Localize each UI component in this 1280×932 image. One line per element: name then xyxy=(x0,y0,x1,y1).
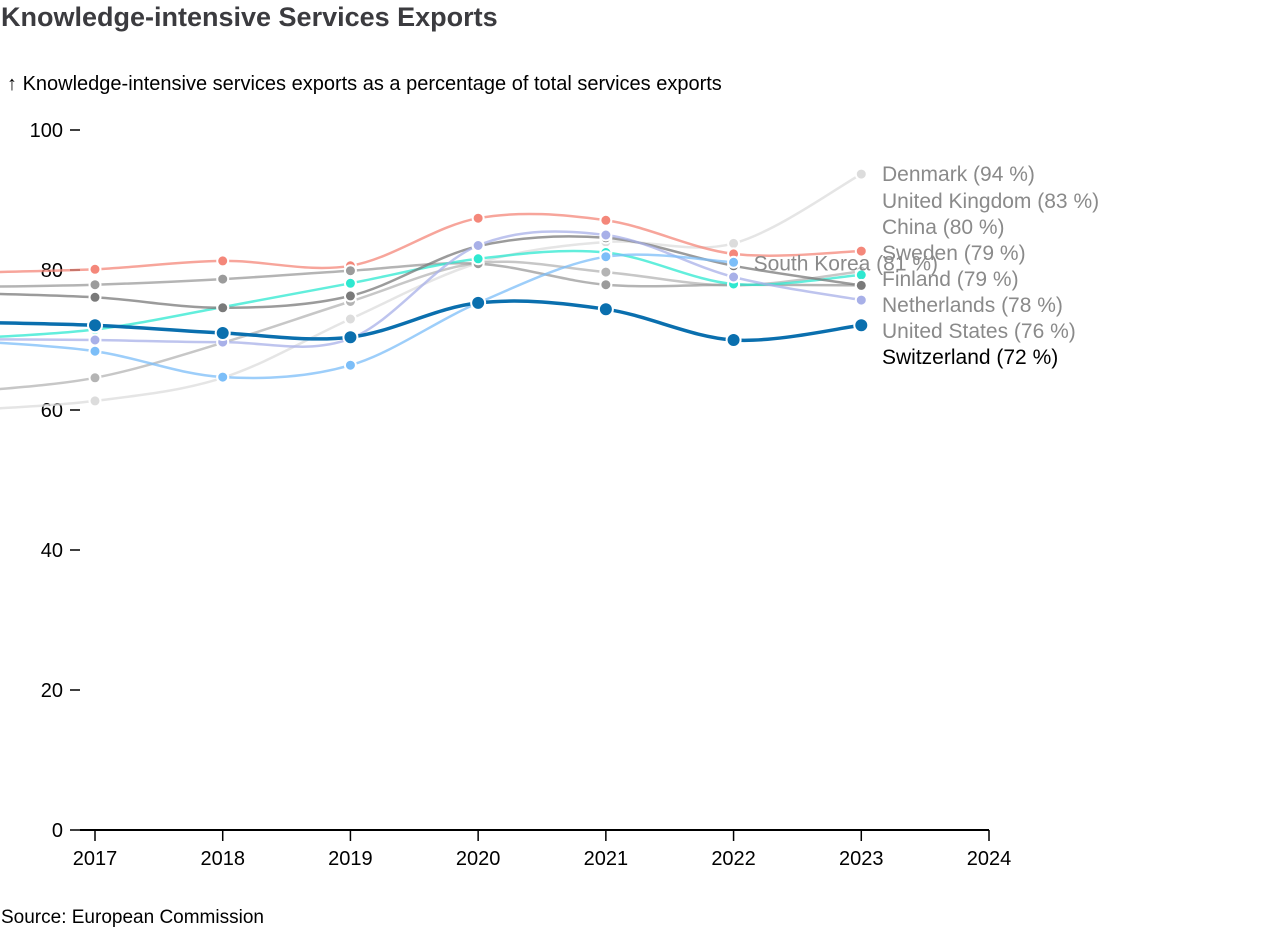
data-point-united-states xyxy=(599,228,613,242)
data-point-united-kingdom xyxy=(599,213,613,227)
series-lines xyxy=(0,173,862,410)
x-tick-label: 2017 xyxy=(73,848,118,870)
data-point-united-states xyxy=(88,333,102,347)
data-point-south-korea xyxy=(88,344,102,358)
data-point-sweden xyxy=(599,278,613,292)
data-point-south-korea xyxy=(727,255,741,269)
data-point-china xyxy=(599,265,613,279)
data-point-switzerland xyxy=(87,317,103,334)
series-label-netherlands: Netherlands (78 %) xyxy=(882,294,1063,317)
data-point-sweden xyxy=(216,272,230,286)
data-point-denmark xyxy=(727,236,741,250)
data-point-china xyxy=(88,371,102,385)
series-line-sweden xyxy=(0,261,862,288)
data-point-netherlands xyxy=(216,301,230,315)
data-point-switzerland xyxy=(725,332,742,348)
data-point-netherlands xyxy=(854,278,868,292)
y-tick-label: 40 xyxy=(41,540,63,562)
data-point-denmark xyxy=(854,167,868,181)
data-point-south-korea xyxy=(343,358,357,372)
x-tick-label: 2018 xyxy=(200,848,245,870)
series-label-china: China (80 %) xyxy=(882,216,1005,239)
x-tick-label: 2019 xyxy=(328,848,373,870)
x-tick-label: 2023 xyxy=(839,848,884,870)
data-point-netherlands xyxy=(343,289,357,303)
series-label-sweden: Sweden (79 %) xyxy=(882,242,1026,265)
x-tick-label: 2020 xyxy=(456,848,501,870)
x-tick-label: 2021 xyxy=(584,848,629,870)
series-line-denmark xyxy=(0,173,862,410)
data-point-united-states xyxy=(471,239,485,252)
data-point-united-kingdom xyxy=(854,244,868,258)
series-points xyxy=(87,167,870,408)
data-point-denmark xyxy=(88,394,102,408)
data-point-united-kingdom xyxy=(88,262,102,276)
data-point-south-korea xyxy=(599,250,613,264)
x-tick-label: 2022 xyxy=(711,848,756,870)
series-line-netherlands xyxy=(0,235,862,310)
y-tick-label: 20 xyxy=(41,680,63,702)
data-point-united-kingdom xyxy=(471,211,485,225)
data-point-united-states xyxy=(727,270,741,284)
data-point-switzerland xyxy=(853,317,870,334)
data-point-united-kingdom xyxy=(216,254,230,268)
data-point-finland xyxy=(471,252,485,266)
series-line-united-states xyxy=(0,230,862,348)
series-label-united-states: United States (76 %) xyxy=(882,320,1076,343)
data-point-south-korea xyxy=(216,370,230,384)
up-arrow-icon: ↑ xyxy=(7,73,17,95)
data-point-sweden xyxy=(343,264,357,278)
y-tick-label: 0 xyxy=(52,820,63,842)
series-label-finland: Finland (79 %) xyxy=(882,268,1019,291)
source-note: Source: European Commission xyxy=(1,907,264,928)
chart-title: Knowledge-intensive Services Exports xyxy=(1,2,498,32)
series-line-united-kingdom xyxy=(0,212,862,274)
series-labels: Denmark (94 %) United Kingdom (83 %) China… xyxy=(754,163,1100,369)
series-line-switzerland xyxy=(0,299,862,343)
series-label-south-korea: South Korea (81 %) xyxy=(754,252,938,275)
data-point-switzerland xyxy=(342,329,359,346)
y-axis-title: ↑ Knowledge-intensive services exports a… xyxy=(7,73,722,96)
series-label-denmark: Denmark (94 %) xyxy=(882,163,1035,186)
x-tick-label: 2024 xyxy=(967,848,1012,870)
data-point-sweden xyxy=(88,278,102,292)
data-point-united-states xyxy=(854,293,868,307)
data-point-finland xyxy=(343,276,357,290)
y-axis-title-text: Knowledge-intensive services exports as … xyxy=(22,73,722,95)
data-point-netherlands xyxy=(88,290,102,304)
data-point-denmark xyxy=(343,312,357,326)
series-label-united-kingdom: United Kingdom (83 %) xyxy=(882,190,1099,213)
x-axis: 2017 2018 2019 2020 2021 2022 2023 2024 xyxy=(73,829,1012,870)
data-point-switzerland xyxy=(214,325,231,341)
series-label-switzerland: Switzerland (72 %) xyxy=(882,346,1058,369)
data-point-switzerland xyxy=(470,294,487,311)
data-point-switzerland xyxy=(597,301,614,318)
y-tick-label: 100 xyxy=(30,120,63,142)
